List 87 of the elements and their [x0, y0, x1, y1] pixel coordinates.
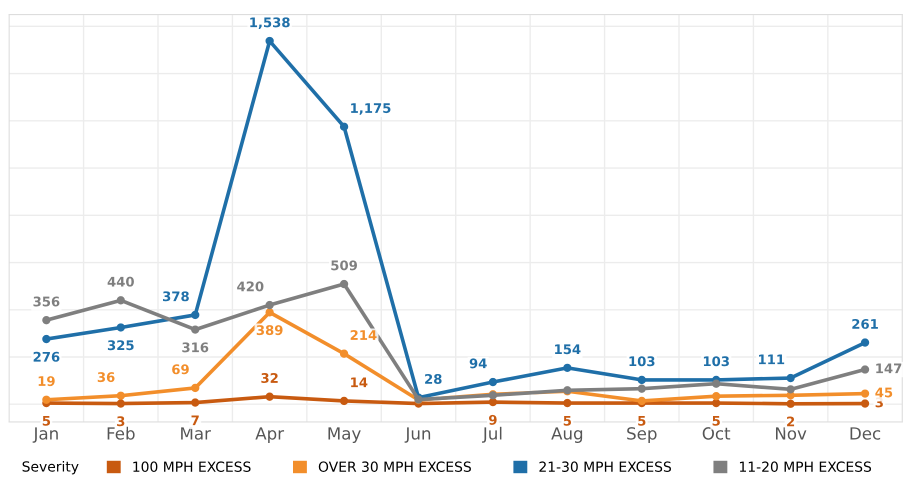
- point: [488, 398, 498, 406]
- data-label: 45: [875, 388, 892, 398]
- data-label: 111: [759, 354, 784, 364]
- data-label: 2: [787, 416, 794, 426]
- point: [340, 122, 348, 131]
- data-label: 147: [876, 364, 902, 374]
- x-tick-label: Nov: [776, 427, 806, 440]
- data-label: 378: [163, 291, 189, 302]
- data-label: 36: [98, 372, 115, 382]
- point: [191, 384, 200, 392]
- data-label: 5: [42, 416, 50, 426]
- x-tick-label: Aug: [551, 427, 582, 443]
- point: [42, 316, 51, 324]
- x-tick-label: Dec: [850, 427, 880, 440]
- point: [42, 396, 51, 404]
- point: [860, 338, 870, 347]
- legend-label: 11-20 MPH EXCESS: [740, 461, 872, 472]
- x-tick-label: Feb: [108, 426, 135, 440]
- x-tick-label: Oct: [702, 427, 730, 440]
- data-label: 5: [564, 416, 572, 426]
- data-label: 389: [256, 325, 283, 336]
- x-tick-label: Jun: [404, 427, 430, 443]
- legend-title: Severity: [22, 460, 79, 474]
- point: [340, 280, 348, 288]
- data-label: 420: [237, 281, 264, 292]
- data-label: 509: [331, 260, 357, 270]
- data-label: 28: [425, 374, 442, 384]
- data-label: 325: [108, 340, 134, 350]
- point: [638, 384, 646, 393]
- point: [116, 323, 125, 332]
- data-label: 1,175: [351, 103, 390, 115]
- data-label: 316: [182, 342, 208, 352]
- data-label: 103: [704, 356, 729, 366]
- point: [712, 392, 720, 400]
- data-label: 1,538: [250, 17, 290, 30]
- point: [191, 310, 200, 320]
- data-label: 32: [261, 373, 278, 384]
- point: [860, 365, 870, 374]
- x-tick-label: Mar: [181, 427, 211, 440]
- data-label: 103: [629, 356, 654, 366]
- point: [116, 399, 125, 408]
- data-label: 440: [108, 276, 134, 287]
- point: [786, 400, 795, 408]
- data-label: 276: [34, 352, 60, 362]
- point: [860, 389, 870, 398]
- data-label: 154: [555, 344, 581, 354]
- data-label: 7: [192, 415, 199, 426]
- x-tick-label: Jul: [482, 426, 502, 443]
- point: [638, 376, 646, 384]
- x-tick-label: Sep: [627, 427, 657, 443]
- point: [265, 36, 274, 46]
- data-label: 69: [172, 364, 189, 374]
- point: [563, 398, 572, 408]
- point: [42, 334, 51, 344]
- x-tick-label: May: [328, 427, 361, 443]
- data-label: 3: [876, 397, 883, 408]
- data-label: 261: [852, 318, 878, 329]
- data-label: 14: [351, 377, 368, 388]
- point: [786, 374, 795, 382]
- legend-label: OVER 30 MPH EXCESS: [318, 461, 471, 472]
- legend-label: 100 MPH EXCESS: [133, 461, 251, 472]
- data-label: 19: [38, 376, 55, 386]
- point: [265, 392, 274, 401]
- point: [786, 385, 795, 394]
- data-label: 9: [489, 414, 497, 425]
- point: [563, 364, 572, 372]
- data-label: 214: [350, 330, 377, 340]
- point: [712, 380, 720, 388]
- data-label: 3: [117, 416, 124, 426]
- point: [340, 396, 348, 406]
- point: [116, 296, 125, 304]
- point: [265, 308, 274, 317]
- point: [488, 378, 498, 386]
- point: [116, 392, 125, 400]
- point: [860, 399, 870, 408]
- point: [191, 325, 200, 334]
- data-label: 356: [33, 296, 60, 306]
- point: [712, 398, 720, 408]
- x-tick-label: Apr: [255, 427, 284, 443]
- data-label: 94: [470, 358, 487, 368]
- data-label: 5: [638, 416, 646, 426]
- data-label: 5: [712, 416, 720, 426]
- x-tick-label: Jan: [32, 427, 58, 443]
- point: [265, 300, 274, 310]
- point: [191, 398, 200, 407]
- legend-label: 21-30 MPH EXCESS: [539, 461, 671, 472]
- point: [340, 350, 348, 358]
